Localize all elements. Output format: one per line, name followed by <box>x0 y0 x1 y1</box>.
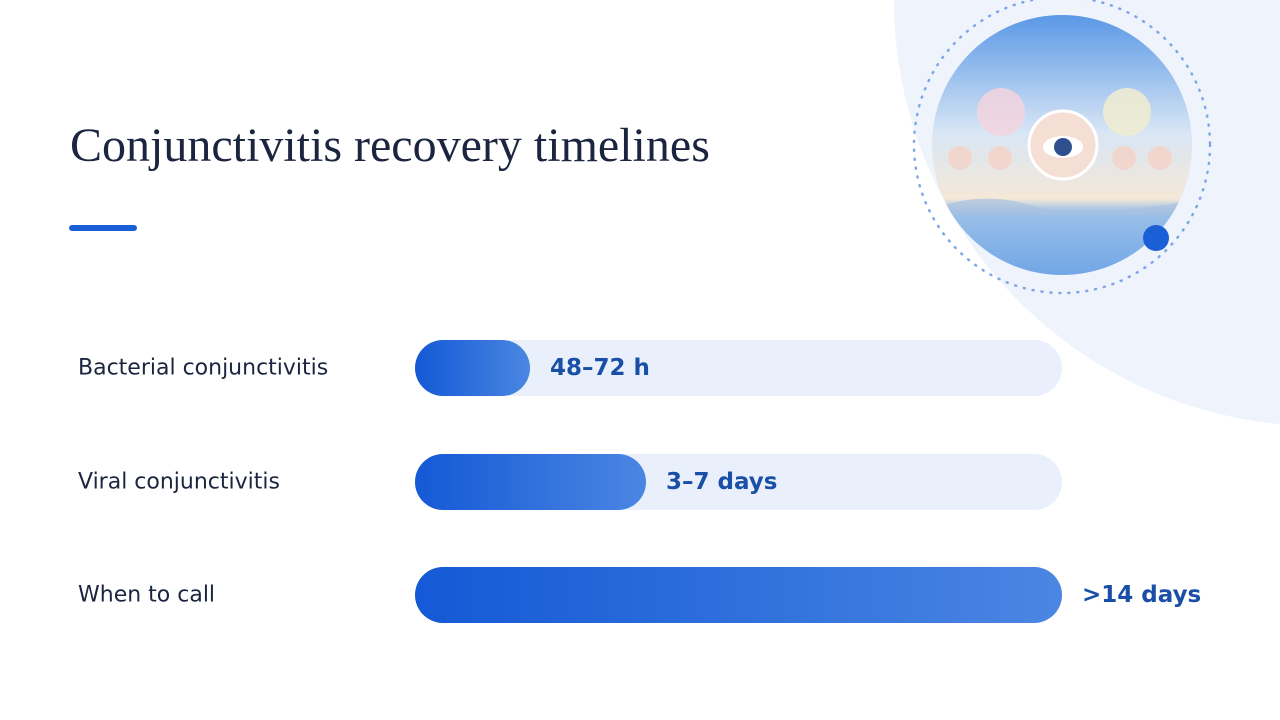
accent-dot <box>1143 225 1169 251</box>
row-label: Viral conjunctivitis <box>78 469 280 495</box>
bar-track <box>415 340 1062 396</box>
dotted-ring <box>912 0 1212 295</box>
row-label: Bacterial conjunctivitis <box>78 355 329 381</box>
row-label: When to call <box>78 582 216 608</box>
bar-track <box>415 454 1062 510</box>
bar-fill <box>415 454 646 510</box>
row-value: 48–72 h <box>550 355 650 381</box>
row-value: >14 days <box>1082 582 1202 608</box>
title: Conjunctivitis recovery timelines <box>70 119 710 172</box>
bar-fill <box>415 567 1062 623</box>
row-value: 3–7 days <box>666 469 778 495</box>
title-rule <box>69 225 137 231</box>
bar-fill <box>415 340 530 396</box>
bar-track <box>415 567 1062 623</box>
